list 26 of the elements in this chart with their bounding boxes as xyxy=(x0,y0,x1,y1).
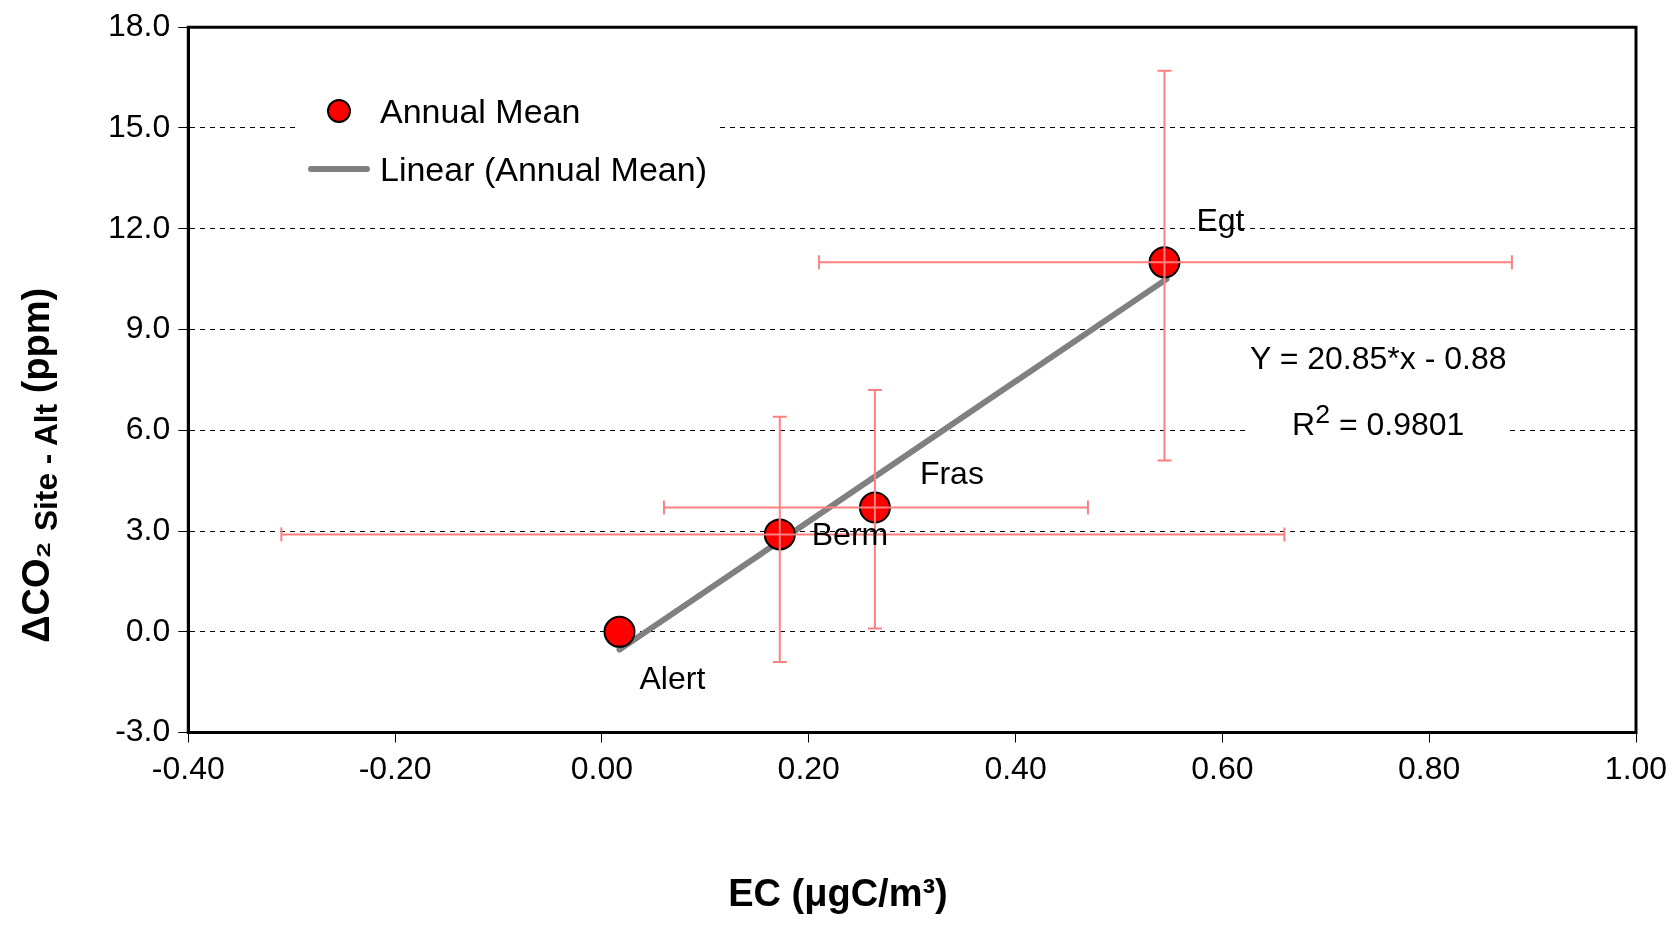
x-tick-label: -0.20 xyxy=(358,749,432,786)
point xyxy=(603,615,636,648)
x-tick-label: 0.00 xyxy=(570,749,634,786)
x-tick-label: 0.20 xyxy=(777,749,840,786)
y-tick-label: 12.0 xyxy=(108,208,171,245)
y-tick-label: -3.0 xyxy=(115,712,171,749)
x-tick-label: 1.00 xyxy=(1604,749,1668,786)
y-tick-label: 18.0 xyxy=(108,7,171,44)
x-tick-label: 0.80 xyxy=(1398,749,1461,786)
y-tick-label: 0.0 xyxy=(125,611,171,648)
y-tick-label: 9.0 xyxy=(125,309,171,346)
annotation: Y = 20.85*x - 0.88 xyxy=(1250,339,1507,378)
x-axis-title: EC (μgC/m³) xyxy=(727,872,949,915)
x-tick-label: 0.60 xyxy=(1191,749,1254,786)
legend-label: Annual Mean xyxy=(380,91,581,131)
annotation: Alert xyxy=(639,659,706,696)
x-tick-label: 0.40 xyxy=(984,749,1047,786)
y-tick-label: 15.0 xyxy=(108,107,171,144)
annotation: Berm xyxy=(811,516,889,553)
annotation: R$^{2}$ = 0.9801 xyxy=(1291,398,1466,444)
y-tick-label: 3.0 xyxy=(125,510,171,547)
y-tick-label: 6.0 xyxy=(125,410,171,447)
annotation: Fras xyxy=(919,455,984,492)
annotation: Egt xyxy=(1196,202,1245,239)
x-tick-label: -0.40 xyxy=(151,749,225,786)
legend-label: Linear (Annual Mean) xyxy=(380,149,707,189)
